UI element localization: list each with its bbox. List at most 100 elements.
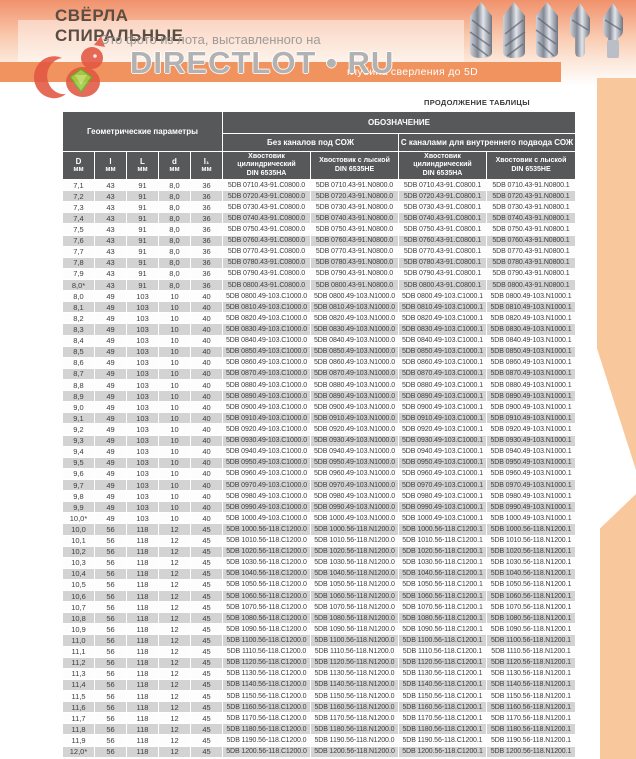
order-code-cell: 5DB 0990.49-103.N1000.0 — [311, 502, 398, 513]
order-code-cell: 5DB 0930.49-103.N1000.0 — [311, 435, 398, 446]
dimension-cell: 10 — [159, 346, 190, 357]
dimension-cell: 12 — [159, 724, 190, 735]
order-code-cell: 5DB 1040.56-118.C1200.1 — [399, 568, 486, 579]
dimension-cell: 36 — [191, 268, 222, 279]
dimension-cell: 10,3 — [63, 557, 94, 568]
drill-bit-icon — [503, 2, 526, 58]
dimension-cell: 45 — [191, 702, 222, 713]
dimension-cell: 40 — [191, 402, 222, 413]
order-code-cell: 5DB 0760.43-91.C0800.1 — [399, 235, 486, 246]
dimension-cell: 10,4 — [63, 568, 94, 579]
dimension-cell: 8,0 — [159, 246, 190, 257]
dimension-cell: 103 — [127, 335, 158, 346]
dimension-cell: 43 — [95, 213, 126, 224]
dimension-cell: 8,0 — [159, 180, 190, 191]
dimension-cell: 8,0 — [159, 268, 190, 279]
dimension-cell: 10 — [159, 402, 190, 413]
dimension-cell: 49 — [95, 302, 126, 313]
order-code-cell: 5DB 0800.43-91.N0800.1 — [487, 279, 575, 291]
dimension-cell: 91 — [127, 257, 158, 268]
dimension-cell: 36 — [191, 180, 222, 191]
dimension-cell: 10 — [159, 468, 190, 479]
dimension-cell: 12 — [159, 635, 190, 646]
dimension-cell: 56 — [95, 646, 126, 657]
dimension-cell: 103 — [127, 413, 158, 424]
order-code-cell: 5DB 0850.49-103.N1000.1 — [487, 346, 575, 357]
order-code-cell: 5DB 1060.56-118.N1200.0 — [311, 591, 398, 602]
order-code-cell: 5DB 1030.56-118.N1200.0 — [311, 557, 398, 568]
dimension-cell: 40 — [191, 391, 222, 402]
order-code-cell: 5DB 1110.56-118.N1200.0 — [311, 646, 398, 657]
dimension-cell: 9,2 — [63, 424, 94, 435]
order-code-cell: 5DB 0780.43-91.C0800.0 — [223, 257, 310, 268]
dimension-cell: 45 — [191, 735, 222, 746]
dimension-cell: 56 — [95, 624, 126, 635]
dimension-cell: 8,7 — [63, 368, 94, 379]
dimension-cell: 7,3 — [63, 202, 94, 213]
dimension-cell: 118 — [127, 624, 158, 635]
dimension-cell: 40 — [191, 491, 222, 502]
dimension-cell: 56 — [95, 713, 126, 724]
order-code-cell: 5DB 1030.56-118.N1200.1 — [487, 557, 575, 568]
order-code-cell: 5DB 1030.56-118.C1200.1 — [399, 557, 486, 568]
dimension-cell: 11,0 — [63, 635, 94, 646]
order-code-cell: 5DB 1040.56-118.N1200.1 — [487, 568, 575, 579]
dimension-cell: 10 — [159, 457, 190, 468]
dimension-cell: 49 — [95, 491, 126, 502]
order-code-cell: 5DB 1160.56-118.C1200.0 — [223, 702, 310, 713]
order-code-cell: 5DB 1170.56-118.N1200.1 — [487, 713, 575, 724]
dimension-cell: 56 — [95, 579, 126, 591]
order-code-cell: 5DB 1010.56-118.C1200.0 — [223, 535, 310, 546]
order-code-cell: 5DB 1080.56-118.C1200.0 — [223, 613, 310, 624]
dimension-cell: 49 — [95, 502, 126, 513]
order-code-cell: 5DB 1120.56-118.C1200.1 — [399, 657, 486, 668]
dimension-cell: 8,0 — [63, 291, 94, 302]
order-code-cell: 5DB 0930.49-103.C1000.0 — [223, 435, 310, 446]
order-code-cell: 5DB 1110.56-118.C1200.1 — [399, 646, 486, 657]
order-code-cell: 5DB 0980.49-103.N1000.1 — [487, 491, 575, 502]
dimension-cell: 40 — [191, 413, 222, 424]
dimension-cell: 9,6 — [63, 468, 94, 479]
order-code-cell: 5DB 1060.56-118.C1200.0 — [223, 591, 310, 602]
dimension-cell: 9,5 — [63, 457, 94, 468]
dimension-cell: 10,2 — [63, 546, 94, 557]
order-code-cell: 5DB 0880.49-103.C1000.0 — [223, 379, 310, 391]
dimension-cell: 103 — [127, 424, 158, 435]
dimension-cell: 91 — [127, 235, 158, 246]
order-code-cell: 5DB 0960.49-103.C1000.0 — [223, 468, 310, 479]
order-code-cell: 5DB 0960.49-103.C1000.1 — [399, 468, 486, 479]
dimension-cell: 40 — [191, 468, 222, 479]
dimension-cell: 91 — [127, 191, 158, 202]
order-code-cell: 5DB 0880.49-103.N1000.0 — [311, 379, 398, 391]
dimension-cell: 49 — [95, 313, 126, 324]
order-code-cell: 5DB 0850.49-103.C1000.0 — [223, 346, 310, 357]
dimension-cell: 40 — [191, 291, 222, 302]
dimension-cell: 103 — [127, 502, 158, 513]
dimension-cell: 11,6 — [63, 702, 94, 713]
order-code-cell: 5DB 0810.49-103.N1000.1 — [487, 302, 575, 313]
dimension-cell: 118 — [127, 602, 158, 613]
dimension-cell: 118 — [127, 635, 158, 646]
dimension-cell: 49 — [95, 324, 126, 335]
order-code-cell: 5DB 1180.56-118.N1200.1 — [487, 724, 575, 735]
order-code-cell: 5DB 1080.56-118.N1200.1 — [487, 613, 575, 624]
column-header-l: l мм — [95, 152, 126, 179]
order-code-cell: 5DB 1150.56-118.C1200.1 — [399, 691, 486, 702]
page-title-line1: СВЁРЛА — [55, 6, 129, 25]
dimension-cell: 103 — [127, 435, 158, 446]
dimension-cell: 40 — [191, 357, 222, 368]
dimension-cell: 40 — [191, 457, 222, 468]
dimension-cell: 45 — [191, 568, 222, 579]
order-code-cell: 5DB 0800.49-103.C1000.0 — [223, 291, 310, 302]
dimension-cell: 45 — [191, 679, 222, 691]
subtitle-text: глубина сверления до 5D — [347, 66, 478, 78]
order-code-cell: 5DB 1130.56-118.N1200.1 — [487, 668, 575, 679]
dimension-cell: 103 — [127, 468, 158, 479]
order-code-cell: 5DB 1120.56-118.N1200.1 — [487, 657, 575, 668]
order-code-cell: 5DB 1160.56-118.C1200.1 — [399, 702, 486, 713]
dimension-cell: 103 — [127, 357, 158, 368]
dimension-cell: 12 — [159, 746, 190, 757]
order-code-cell: 5DB 1090.56-118.N1200.0 — [311, 624, 398, 635]
order-code-cell: 5DB 0980.49-103.C1000.0 — [223, 491, 310, 502]
dimension-cell: 43 — [95, 235, 126, 246]
